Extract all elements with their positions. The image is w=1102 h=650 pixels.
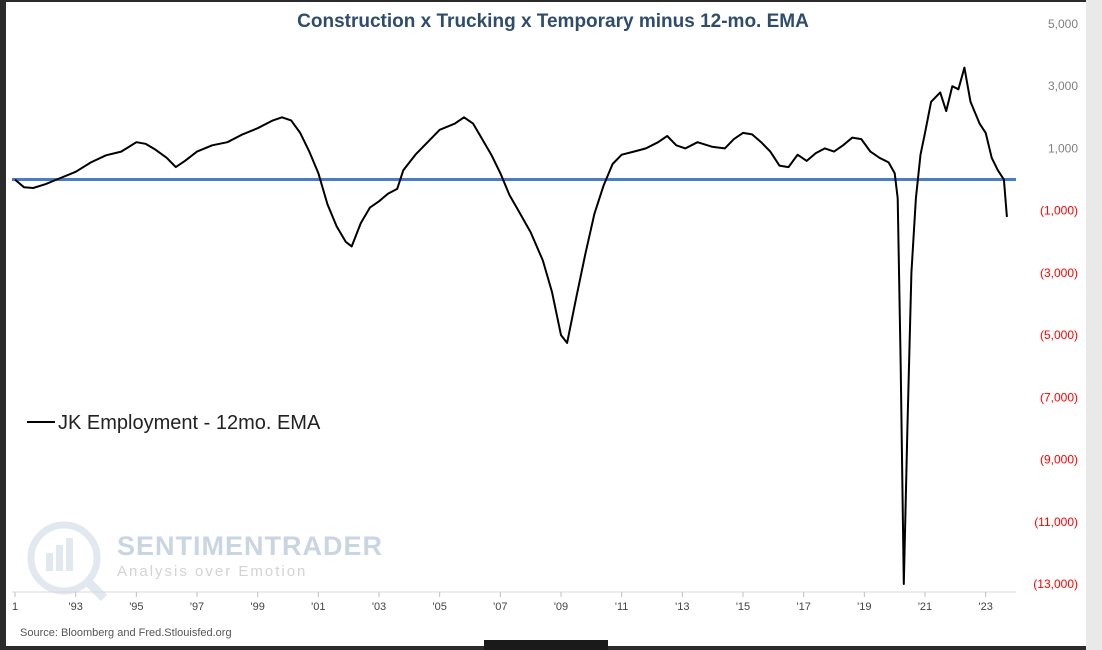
source-note: Source: Bloomberg and Fred.Stlouisfed.or… — [20, 627, 232, 639]
series-line-jk-employment — [14, 66, 1008, 585]
y-tick-label: 1,000 — [1048, 141, 1078, 155]
x-tick-label: '05 — [433, 601, 447, 613]
background-strip — [1086, 0, 1102, 650]
y-tick-label: (7,000) — [1040, 390, 1078, 404]
y-tick-label: 3,000 — [1048, 79, 1078, 93]
x-tick-label: '23 — [978, 601, 992, 613]
y-tick-label: (1,000) — [1040, 204, 1078, 218]
x-tick-label: '19 — [857, 601, 871, 613]
x-tick-label: 1 — [12, 601, 18, 613]
x-axis: 1 '93 '95 '97 '99 '01 '03 '05 '07 '09 '11 '13 '15 '17… — [12, 591, 1016, 613]
y-tick-label: (3,000) — [1040, 266, 1078, 280]
x-tick-label: '93 — [69, 601, 83, 613]
bottom-tab — [484, 640, 608, 650]
x-tick-label: '95 — [129, 601, 143, 613]
legend-label: JK Employment - 12mo. EMA — [58, 412, 321, 434]
y-tick-label: (13,000) — [1033, 577, 1078, 591]
y-tick-label: (11,000) — [1034, 515, 1078, 529]
watermark-logo-icon — [27, 521, 108, 602]
watermark-tagline: Analysis over Emotion — [117, 563, 307, 580]
watermark-brand: SENTIMENTRADER — [117, 531, 383, 561]
legend: JK Employment - 12mo. EMA — [27, 412, 321, 434]
y-tick-label: (9,000) — [1040, 453, 1078, 467]
x-tick-label: '07 — [493, 601, 507, 613]
x-tick-label: '11 — [615, 601, 629, 613]
watermark: SENTIMENTRADER Analysis over Emotion — [27, 521, 383, 602]
y-tick-label: 5,000 — [1048, 17, 1078, 31]
x-tick-label: '03 — [372, 601, 386, 613]
x-tick-label: '97 — [190, 601, 204, 613]
x-tick-label: '17 — [797, 601, 811, 613]
x-tick-label: '21 — [918, 601, 932, 613]
chart-frame — [6, 2, 1086, 646]
y-tick-label: (5,000) — [1040, 328, 1078, 342]
chart-title: Construction x Trucking x Temporary minu… — [297, 11, 809, 32]
y-axis: 5,000 3,000 1,000 (1,000) (3,000) (5,000) (7,0… — [1033, 17, 1078, 591]
x-tick-label: '99 — [251, 601, 265, 613]
x-tick-label: '01 — [311, 601, 325, 613]
x-tick-label: '09 — [554, 601, 568, 613]
x-tick-label: '15 — [736, 601, 750, 613]
x-tick-label: '13 — [675, 601, 689, 613]
